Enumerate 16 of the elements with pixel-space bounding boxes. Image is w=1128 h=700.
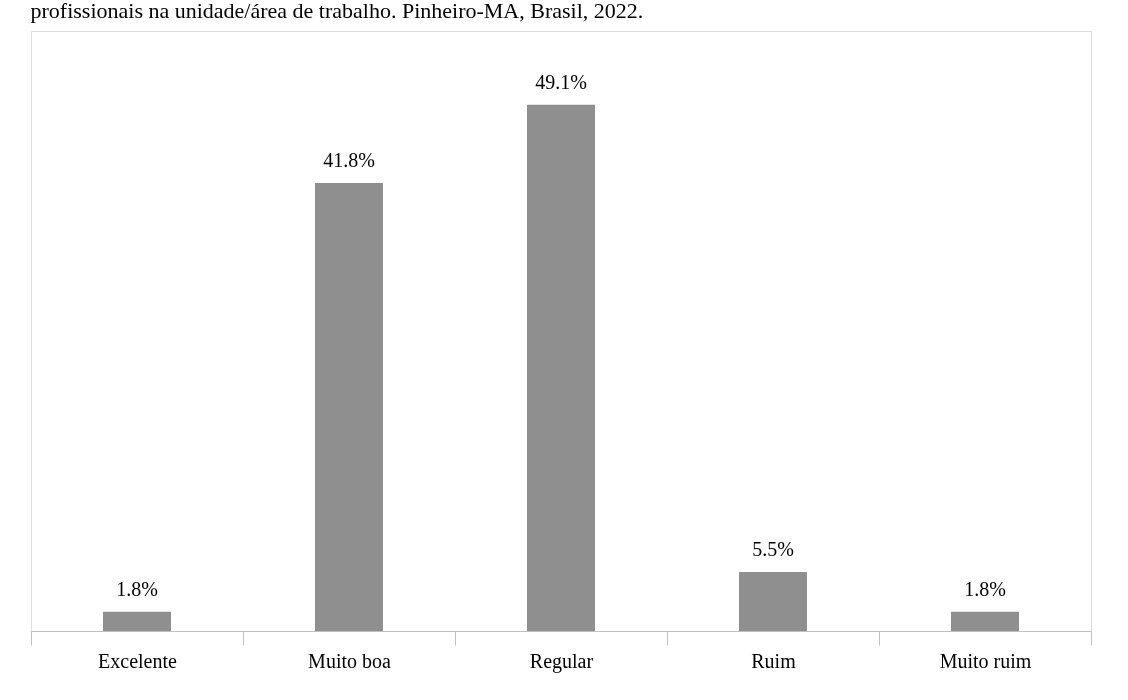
bar (951, 611, 1019, 631)
bar (315, 182, 383, 631)
bar (103, 611, 171, 631)
x-tick-label: Ruim (751, 649, 797, 672)
data-label: 1.8% (116, 577, 158, 600)
data-label: 5.5% (752, 538, 794, 561)
data-label: 41.8% (323, 148, 375, 171)
x-tick-label: Excelente (98, 649, 178, 672)
chart-title: profissionais na unidade/área de trabalho. Pinheiro-MA, Brasil, 2022. (30, 0, 644, 23)
bar (739, 572, 807, 631)
x-tick-label: Regular (529, 649, 594, 673)
bar (527, 104, 595, 631)
data-label: 49.1% (535, 70, 587, 93)
data-label: 1.8% (964, 577, 1006, 600)
x-tick-label: Muito boa (308, 649, 392, 672)
x-tick-label: Muito ruim (939, 649, 1032, 672)
